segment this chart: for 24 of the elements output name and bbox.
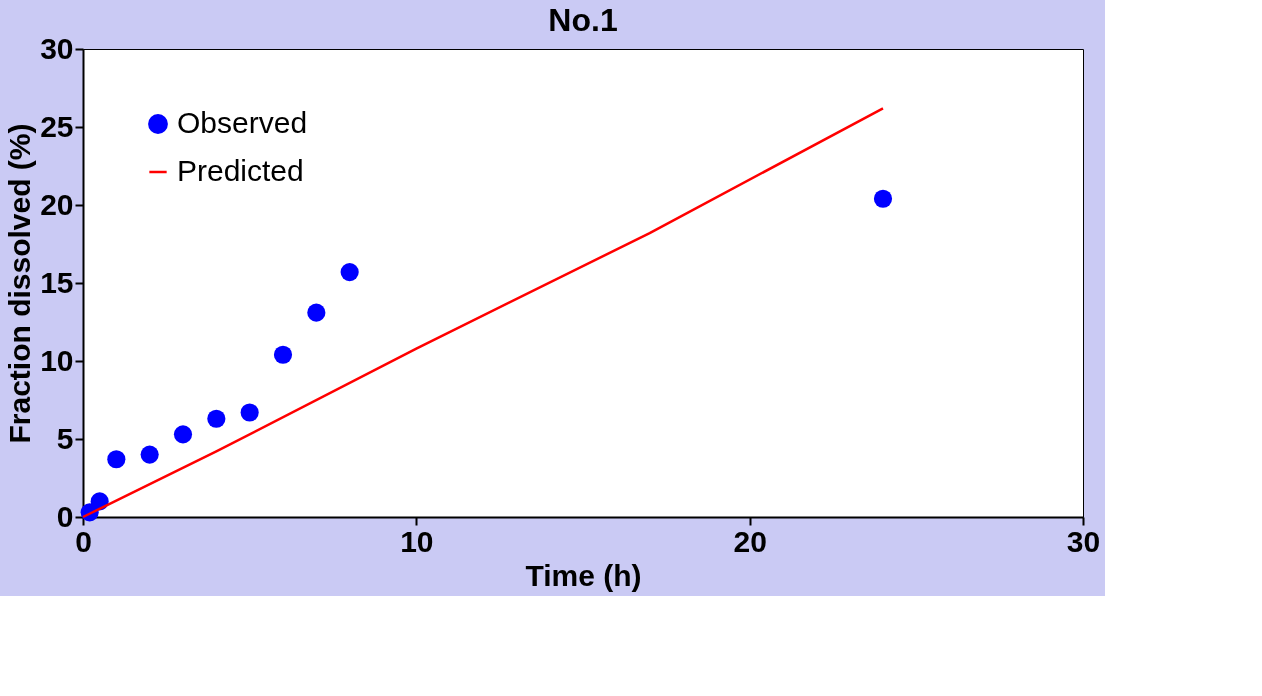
x-axis-title: Time (h) xyxy=(525,558,642,592)
x-tick-label: 30 xyxy=(1066,524,1101,558)
point xyxy=(273,345,293,364)
y-tick-label: 25 xyxy=(40,109,74,143)
point xyxy=(207,409,226,428)
legend-label: Observed xyxy=(177,106,308,139)
point xyxy=(107,450,126,469)
y-tick-label: 10 xyxy=(40,343,74,377)
point xyxy=(240,403,259,422)
point xyxy=(307,303,326,322)
y-tick-label: 20 xyxy=(40,187,74,221)
legend-label: Predicted xyxy=(177,154,304,187)
y-tick-label: 5 xyxy=(56,421,74,455)
point xyxy=(340,263,359,282)
point xyxy=(140,445,159,464)
y-tick-label: 0 xyxy=(56,499,74,533)
x-tick-label: 10 xyxy=(400,524,434,558)
y-axis-title: Fraction dissolved (%) xyxy=(3,123,37,444)
point xyxy=(173,425,193,444)
point xyxy=(873,189,893,208)
chart-title: No.1 xyxy=(548,2,618,38)
y-tick-label: 30 xyxy=(40,31,74,65)
x-tick-label: 20 xyxy=(733,524,767,558)
y-tick-label: 15 xyxy=(40,265,74,299)
